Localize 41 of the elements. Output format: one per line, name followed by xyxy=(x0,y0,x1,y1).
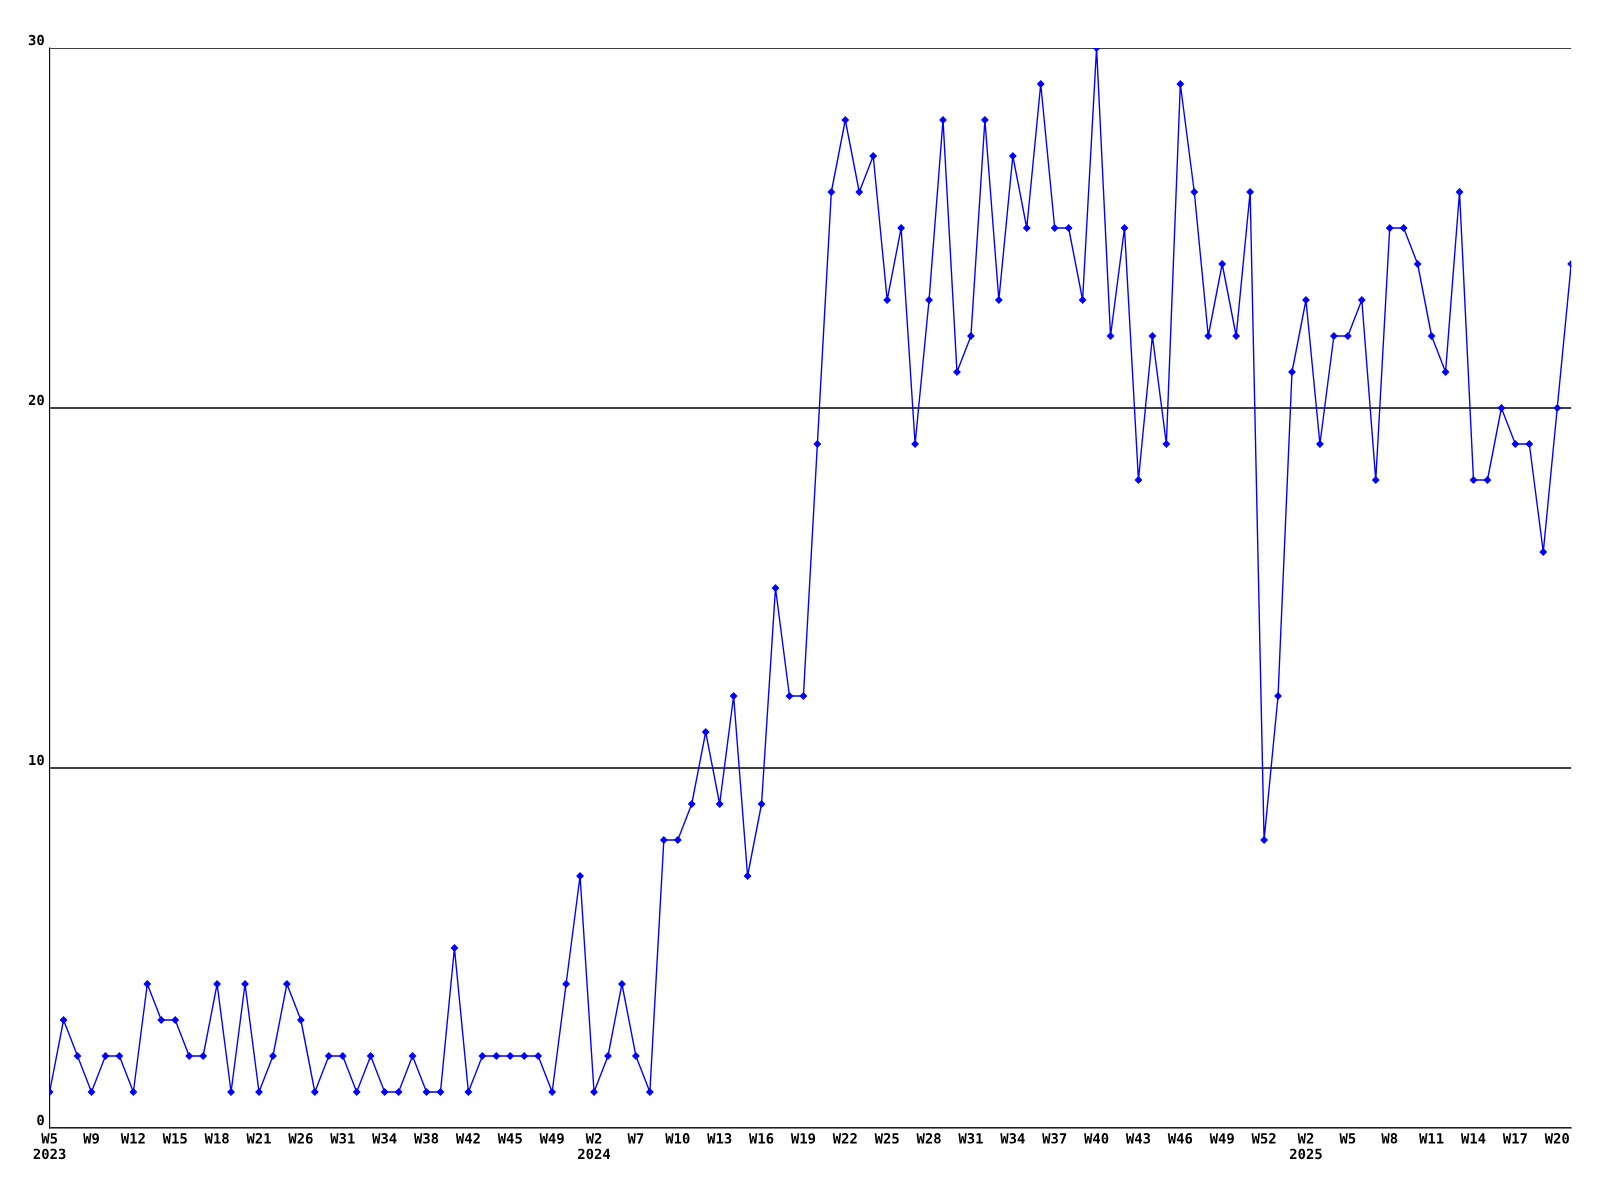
x-tick-label: W40 xyxy=(1084,1133,1109,1144)
x-tick-label: W34 xyxy=(372,1133,397,1144)
x-tick-label: W46 xyxy=(1167,1133,1193,1144)
x-tick-label: W25 xyxy=(874,1133,899,1144)
x-tick-label: W13 xyxy=(707,1133,732,1144)
x-tick-label: W45 xyxy=(497,1133,522,1144)
x-tick-label: W17 xyxy=(1502,1133,1527,1144)
x-tick-label: W2 2024 xyxy=(578,1133,611,1160)
x-tick-label: W8 xyxy=(1381,1133,1398,1144)
x-tick-label: W28 xyxy=(916,1133,941,1144)
x-tick-label: W20 xyxy=(1544,1133,1569,1144)
x-tick-label: W31 xyxy=(330,1133,355,1144)
x-tick-label: W43 xyxy=(1125,1133,1151,1144)
x-tick-label: W38 xyxy=(413,1133,439,1144)
x-tick-label: W22 xyxy=(832,1133,857,1144)
x-tick-label: W14 xyxy=(1460,1133,1486,1144)
x-tick-label: W2 2025 xyxy=(1290,1133,1322,1160)
x-tick-label: W52 xyxy=(1251,1133,1276,1144)
x-tick-label: W9 xyxy=(83,1133,99,1144)
x-tick-label: W37 xyxy=(1042,1133,1067,1144)
x-tick-label: W42 xyxy=(455,1133,480,1144)
x-tick-label: W11 xyxy=(1419,1133,1444,1144)
y-tick-label: 30 xyxy=(28,34,44,46)
x-tick-label: W19 xyxy=(790,1133,816,1144)
x-tick-label: W15 xyxy=(162,1133,187,1144)
y-tick-label: 0 xyxy=(37,1114,44,1126)
x-tick-label: W34 xyxy=(1000,1133,1025,1144)
x-tick-label: W26 xyxy=(288,1133,313,1144)
x-tick-label: W12 xyxy=(120,1133,145,1144)
x-tick-label: W21 xyxy=(246,1133,271,1144)
x-tick-label: W7 xyxy=(627,1133,644,1144)
y-tick-label: 20 xyxy=(28,394,44,406)
x-tick-label: W10 xyxy=(665,1133,690,1144)
x-tick-label: W5 2023 xyxy=(33,1133,66,1160)
x-tick-label: W49 xyxy=(539,1133,564,1144)
x-tick-label: W31 xyxy=(958,1133,983,1144)
x-tick-label: W18 xyxy=(204,1133,229,1144)
x-tick-label: W5 xyxy=(1339,1133,1356,1144)
y-tick-label: 10 xyxy=(29,754,44,766)
x-tick-label: W16 xyxy=(749,1133,774,1144)
x-tick-label: W49 xyxy=(1209,1133,1234,1144)
